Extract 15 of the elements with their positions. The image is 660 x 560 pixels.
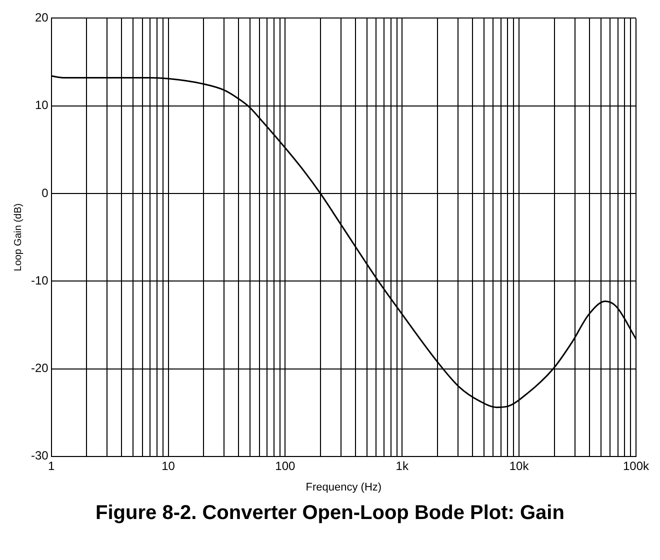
x-tick-label: 10k [509,458,530,473]
x-tick-label: 10 [162,458,176,473]
y-tick-label: 0 [42,186,49,200]
x-tick-label: 100 [275,458,296,473]
text: Figure 8-2. Converter Open-Loop Bode Plot: Gain [94,502,566,525]
x-tick-label: 1k [396,458,410,473]
x-axis-title: Frequency (Hz) [306,481,382,494]
y-tick-label: -10 [31,273,49,288]
y-tick-label: -30 [31,448,49,463]
x-tick-label: 1 [48,458,55,473]
x-tick-label: 100k [622,458,650,473]
y-axis-title: Loop Gain (dB) [12,203,24,272]
y-tick-label: 10 [34,98,49,112]
y-tick-label: -20 [31,361,49,376]
y-tick-label: 20 [34,10,49,25]
